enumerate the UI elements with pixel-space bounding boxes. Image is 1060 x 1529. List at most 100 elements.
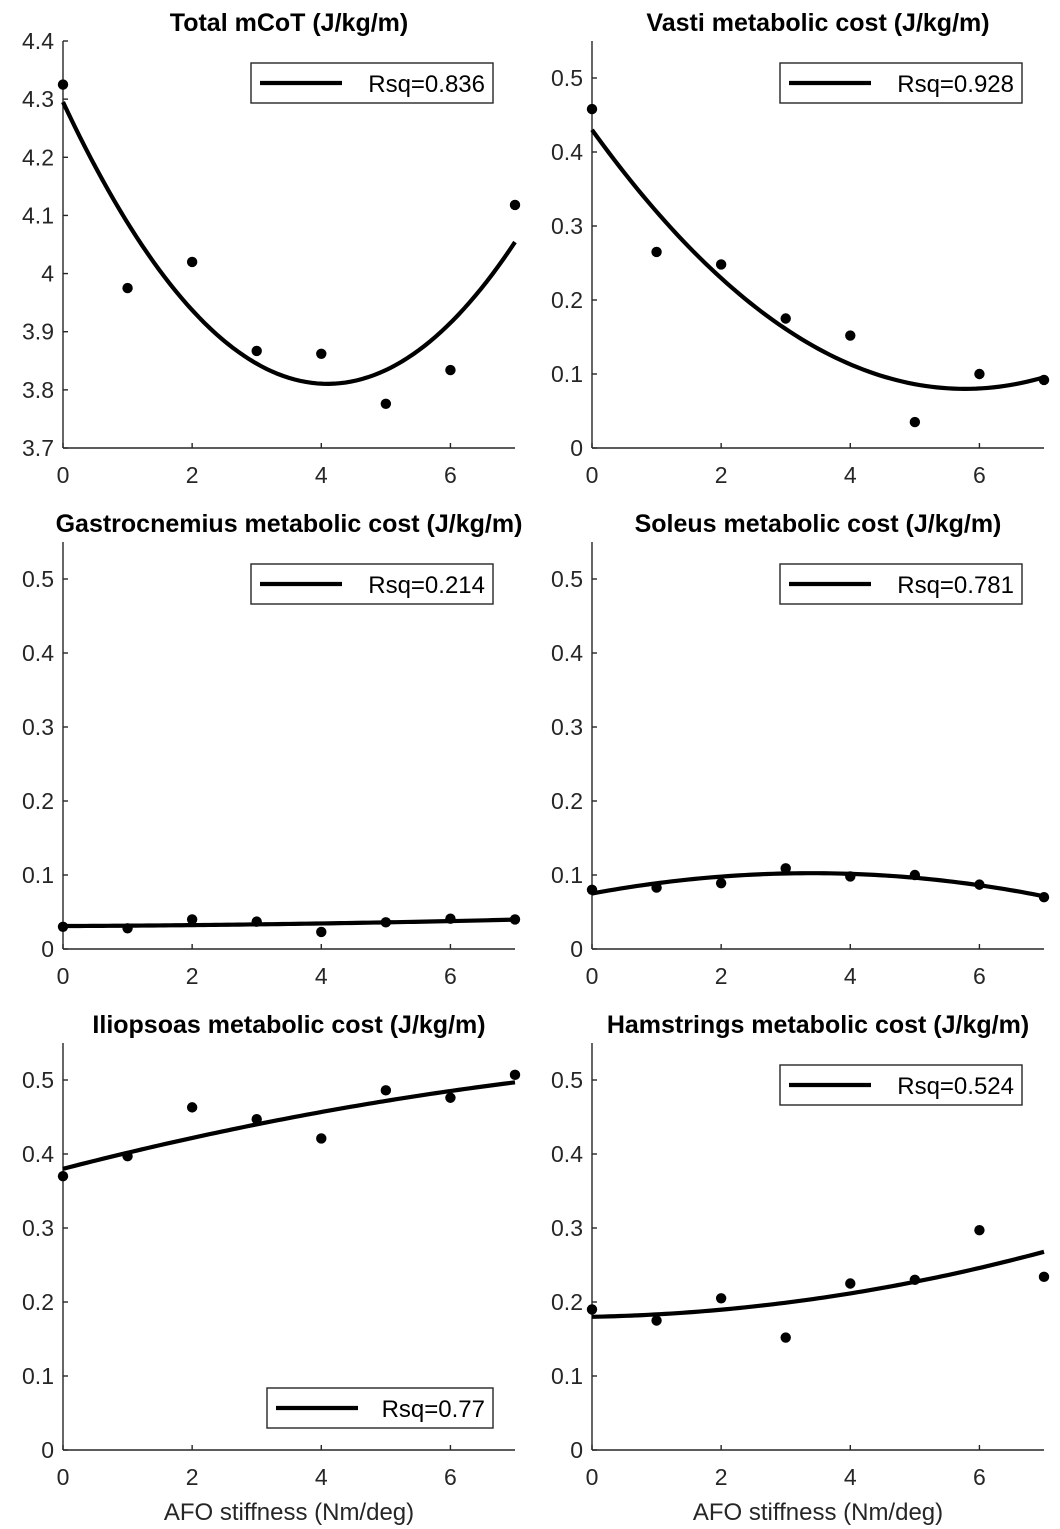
legend-label: Rsq=0.524 [897, 1073, 1014, 1100]
y-tick-label: 0.4 [22, 1141, 54, 1167]
fit-curve [62, 917, 516, 929]
legend: Rsq=0.836 [250, 62, 494, 104]
data-point [316, 348, 327, 360]
data-point [845, 330, 856, 341]
x-tick-label: 4 [844, 963, 857, 989]
data-point [974, 368, 985, 380]
chart-panel-4: Soleus metabolic cost (J/kg/m) 0 0.1 0.2 0.3… [551, 510, 1050, 989]
chart-title: Gastrocnemius metabolic cost (J/kg/m) [56, 510, 523, 538]
x-tick-label: 6 [444, 462, 457, 488]
data-point [251, 345, 262, 357]
y-tick-label: 0.3 [551, 714, 583, 740]
y-tick-label: 0.4 [551, 139, 583, 165]
fit-curve [591, 1249, 1045, 1319]
x-tick-label: 2 [715, 462, 728, 488]
data-point [316, 1133, 327, 1144]
y-tick-label: 0.2 [551, 287, 583, 313]
legend: Rsq=0.214 [250, 563, 494, 605]
data-point [445, 1092, 456, 1103]
chart-title: Soleus metabolic cost (J/kg/m) [635, 510, 1002, 538]
fit-curve [61, 101, 517, 386]
chart-panel-1: Total mCoT (J/kg/m) 3.7 3.8 3.9 4 4.1 4.2 4.3 4.… [22, 9, 521, 488]
chart-panel-3: Gastrocnemius metabolic cost (J/kg/m) 0 0.… [22, 510, 522, 989]
x-tick-label: 6 [973, 1464, 986, 1490]
y-tick-label: 0.3 [551, 213, 583, 239]
data-point [974, 1225, 985, 1236]
data-point [845, 871, 856, 882]
data-point [780, 1332, 791, 1343]
data-point [1038, 892, 1050, 903]
x-tick-label: 6 [444, 963, 457, 989]
y-tick-label: 0 [41, 936, 54, 962]
y-tick-label: 0.5 [22, 566, 54, 592]
data-point [509, 914, 521, 925]
data-point [186, 256, 198, 268]
data-point [715, 877, 727, 889]
data-point [909, 869, 921, 881]
x-tick-label: 0 [57, 963, 70, 989]
data-point [780, 863, 791, 874]
x-tick-label: 2 [715, 1464, 728, 1490]
y-tick-label: 3.8 [22, 377, 54, 403]
x-tick-label: 2 [715, 963, 728, 989]
y-tick-label: 4.4 [22, 28, 54, 54]
data-point [57, 921, 69, 932]
data-point [122, 1151, 133, 1162]
y-tick-label: 0.5 [22, 1067, 54, 1093]
chart-title: Total mCoT (J/kg/m) [170, 9, 408, 37]
data-point [974, 879, 985, 890]
x-axis-label: AFO stiffness (Nm/deg) [164, 1499, 414, 1526]
data-point [651, 246, 662, 258]
y-tick-label: 0.1 [551, 1363, 583, 1389]
fit-curve [591, 871, 1045, 899]
y-tick-label: 3.9 [22, 319, 54, 345]
y-tick-label: 0.2 [551, 788, 583, 814]
y-tick-label: 0.1 [551, 361, 583, 387]
x-tick-label: 0 [586, 1464, 599, 1490]
x-tick-label: 2 [186, 462, 199, 488]
data-point [509, 199, 521, 211]
y-tick-label: 0.4 [551, 1141, 583, 1167]
x-tick-label: 2 [186, 1464, 199, 1490]
y-tick-label: 3.7 [22, 435, 54, 461]
legend-label: Rsq=0.836 [368, 71, 485, 98]
data-point [715, 259, 727, 270]
y-tick-label: 0.5 [551, 566, 583, 592]
chart-panel-6: Hamstrings metabolic cost (J/kg/m) 0 0.1 0.… [551, 1011, 1050, 1526]
y-tick-label: 4 [41, 261, 54, 287]
y-tick-label: 0.1 [22, 1363, 54, 1389]
y-tick-label: 4.3 [22, 86, 54, 112]
y-tick-label: 0.1 [551, 862, 583, 888]
y-tick-label: 0.2 [551, 1289, 583, 1315]
legend: Rsq=0.781 [779, 563, 1023, 605]
data-point [780, 313, 791, 324]
data-point [651, 1315, 662, 1326]
data-point [909, 416, 921, 428]
legend: Rsq=0.524 [779, 1064, 1023, 1106]
data-point [445, 364, 456, 376]
legend-label: Rsq=0.214 [368, 572, 485, 599]
x-tick-label: 6 [444, 1464, 457, 1490]
x-tick-label: 0 [586, 462, 599, 488]
data-point [122, 282, 133, 294]
chart-panel-2: Vasti metabolic cost (J/kg/m) 0 0.1 0.2 0.3 0… [551, 9, 1050, 488]
y-tick-label: 4.2 [22, 144, 54, 170]
x-tick-label: 6 [973, 963, 986, 989]
data-point [316, 926, 327, 938]
data-point [251, 1114, 262, 1125]
data-point [380, 917, 392, 928]
y-tick-label: 0 [570, 936, 583, 962]
data-point [186, 914, 198, 925]
fit-curve [62, 1080, 516, 1171]
x-tick-label: 0 [57, 1464, 70, 1490]
data-point [586, 1304, 598, 1315]
y-tick-label: 0 [41, 1437, 54, 1463]
x-tick-label: 4 [315, 963, 328, 989]
y-tick-label: 0 [570, 435, 583, 461]
legend-label: Rsq=0.77 [382, 1396, 485, 1423]
x-axis-label: AFO stiffness (Nm/deg) [693, 1499, 943, 1526]
data-point [57, 1171, 69, 1182]
data-point [251, 916, 262, 927]
y-tick-label: 0.5 [551, 1067, 583, 1093]
legend: Rsq=0.77 [266, 1387, 494, 1429]
